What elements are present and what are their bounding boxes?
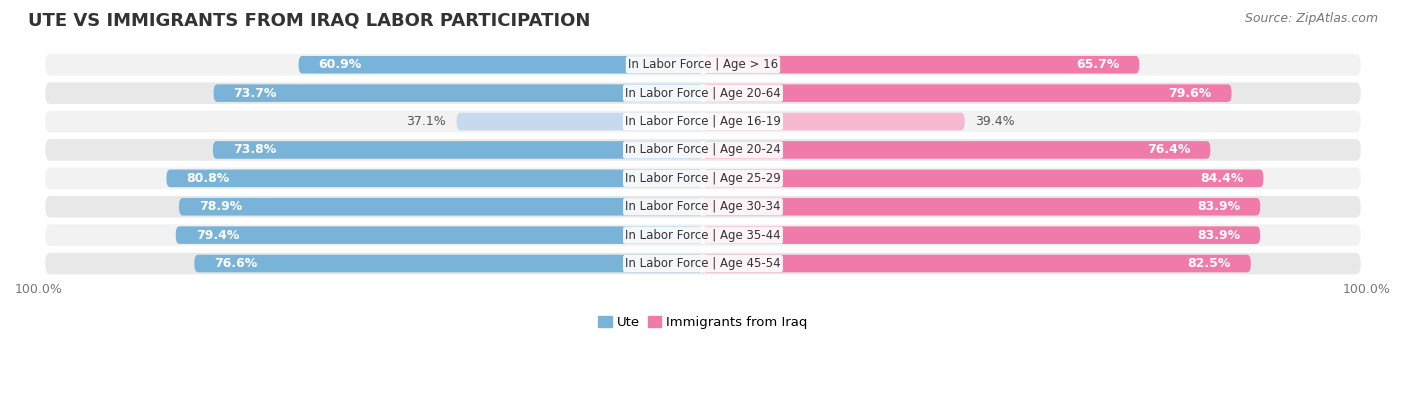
Text: In Labor Force | Age 45-54: In Labor Force | Age 45-54 — [626, 257, 780, 270]
FancyBboxPatch shape — [703, 141, 1211, 159]
FancyBboxPatch shape — [45, 82, 1361, 104]
Text: 78.9%: 78.9% — [200, 200, 242, 213]
Text: In Labor Force | Age 35-44: In Labor Force | Age 35-44 — [626, 229, 780, 242]
FancyBboxPatch shape — [703, 56, 1139, 73]
FancyBboxPatch shape — [45, 54, 1361, 75]
FancyBboxPatch shape — [166, 169, 703, 187]
Text: 80.8%: 80.8% — [187, 172, 229, 185]
Text: 79.4%: 79.4% — [195, 229, 239, 242]
FancyBboxPatch shape — [45, 167, 1361, 189]
Text: In Labor Force | Age 25-29: In Labor Force | Age 25-29 — [626, 172, 780, 185]
Text: 65.7%: 65.7% — [1076, 58, 1119, 71]
Text: 83.9%: 83.9% — [1197, 229, 1240, 242]
Text: 82.5%: 82.5% — [1188, 257, 1230, 270]
Text: In Labor Force | Age 16-19: In Labor Force | Age 16-19 — [626, 115, 780, 128]
Text: 73.7%: 73.7% — [233, 87, 277, 100]
FancyBboxPatch shape — [298, 56, 703, 73]
FancyBboxPatch shape — [194, 255, 703, 272]
Text: In Labor Force | Age 20-24: In Labor Force | Age 20-24 — [626, 143, 780, 156]
FancyBboxPatch shape — [45, 111, 1361, 132]
Text: 76.4%: 76.4% — [1147, 143, 1191, 156]
Text: Source: ZipAtlas.com: Source: ZipAtlas.com — [1244, 12, 1378, 25]
Legend: Ute, Immigrants from Iraq: Ute, Immigrants from Iraq — [593, 311, 813, 335]
FancyBboxPatch shape — [179, 198, 703, 216]
FancyBboxPatch shape — [45, 196, 1361, 218]
FancyBboxPatch shape — [703, 85, 1232, 102]
FancyBboxPatch shape — [212, 141, 703, 159]
Text: 76.6%: 76.6% — [214, 257, 257, 270]
Text: In Labor Force | Age > 16: In Labor Force | Age > 16 — [628, 58, 778, 71]
Text: 37.1%: 37.1% — [406, 115, 446, 128]
Text: 83.9%: 83.9% — [1197, 200, 1240, 213]
Text: 73.8%: 73.8% — [233, 143, 276, 156]
Text: 39.4%: 39.4% — [976, 115, 1015, 128]
FancyBboxPatch shape — [214, 85, 703, 102]
FancyBboxPatch shape — [703, 198, 1260, 216]
FancyBboxPatch shape — [176, 226, 703, 244]
Text: 60.9%: 60.9% — [319, 58, 361, 71]
Text: In Labor Force | Age 30-34: In Labor Force | Age 30-34 — [626, 200, 780, 213]
FancyBboxPatch shape — [703, 113, 965, 130]
FancyBboxPatch shape — [703, 169, 1264, 187]
FancyBboxPatch shape — [45, 224, 1361, 246]
Text: UTE VS IMMIGRANTS FROM IRAQ LABOR PARTICIPATION: UTE VS IMMIGRANTS FROM IRAQ LABOR PARTIC… — [28, 12, 591, 30]
FancyBboxPatch shape — [457, 113, 703, 130]
FancyBboxPatch shape — [45, 139, 1361, 161]
Text: 84.4%: 84.4% — [1201, 172, 1243, 185]
Text: 79.6%: 79.6% — [1168, 87, 1212, 100]
Text: In Labor Force | Age 20-64: In Labor Force | Age 20-64 — [626, 87, 780, 100]
FancyBboxPatch shape — [703, 226, 1260, 244]
FancyBboxPatch shape — [703, 255, 1251, 272]
FancyBboxPatch shape — [45, 253, 1361, 274]
